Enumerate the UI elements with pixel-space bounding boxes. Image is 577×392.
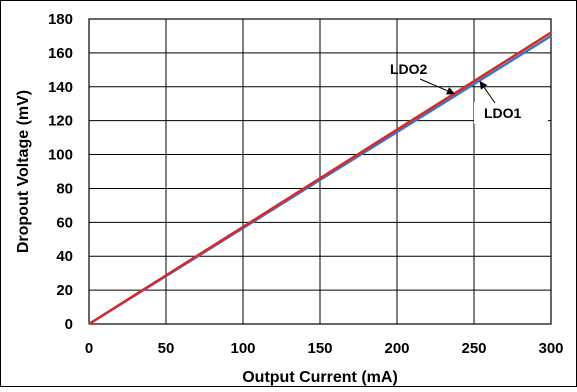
annotation-label-ldo2: LDO2 xyxy=(390,61,428,77)
annotations: LDO2 LDO1 xyxy=(390,61,548,124)
y-tick-label: 60 xyxy=(56,214,73,231)
y-tick-label: 0 xyxy=(65,316,73,333)
y-axis-ticks: 0 20 40 60 80 100 120 140 160 180 xyxy=(48,11,73,333)
x-tick-label: 250 xyxy=(461,340,486,357)
y-tick-label: 180 xyxy=(48,11,73,28)
x-axis-ticks: 0 50 100 150 200 250 300 xyxy=(85,340,564,357)
series-lines xyxy=(88,31,552,326)
x-tick-label: 300 xyxy=(538,340,563,357)
x-tick-label: 200 xyxy=(384,340,409,357)
x-tick-label: 0 xyxy=(85,340,93,357)
plot-area-frame xyxy=(88,18,552,325)
y-tick-label: 160 xyxy=(48,45,73,62)
y-tick-label: 100 xyxy=(48,147,73,164)
x-tick-label: 100 xyxy=(230,340,255,357)
y-tick-label: 120 xyxy=(48,113,73,130)
y-tick-label: 40 xyxy=(56,248,73,265)
annotation-background xyxy=(474,102,548,124)
x-tick-label: 50 xyxy=(158,340,175,357)
x-tick-label: 150 xyxy=(307,340,332,357)
annotation-leader-line xyxy=(419,78,455,95)
annotation-leader-line xyxy=(479,80,496,104)
y-axis-title: Dropout Voltage (mV) xyxy=(15,90,32,253)
y-tick-label: 20 xyxy=(56,282,73,299)
y-tick-label: 140 xyxy=(48,79,73,96)
x-axis-title: Output Current (mA) xyxy=(242,369,398,386)
grid xyxy=(89,19,551,324)
y-tick-label: 80 xyxy=(56,180,73,197)
series-line-ldo2 xyxy=(88,31,552,326)
annotation-label-ldo1: LDO1 xyxy=(484,105,522,121)
